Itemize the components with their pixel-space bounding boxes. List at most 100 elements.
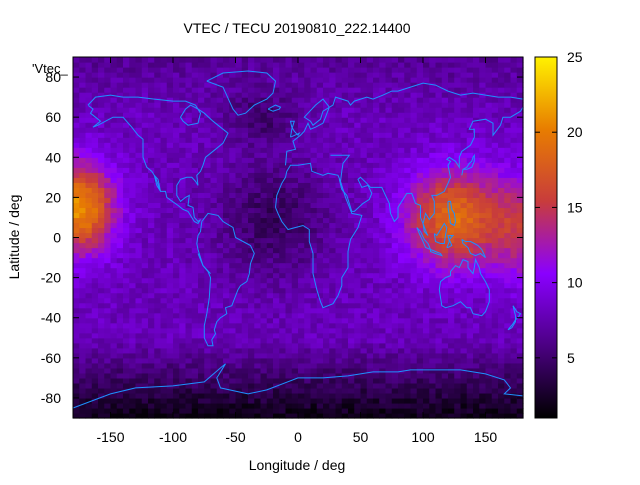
heatmap-cell xyxy=(304,142,312,148)
heatmap-cell xyxy=(210,82,218,88)
heatmap-cell xyxy=(179,292,187,299)
heatmap-cell xyxy=(191,287,199,294)
heatmap-cell xyxy=(304,167,312,173)
heatmap-cell xyxy=(323,142,330,148)
heatmap-cell xyxy=(266,402,274,409)
heatmap-cell xyxy=(291,357,299,364)
heatmap-cell xyxy=(229,247,237,254)
heatmap-cell xyxy=(410,137,418,143)
heatmap-cell xyxy=(123,67,130,73)
heatmap-cell xyxy=(423,347,430,354)
heatmap-cell xyxy=(110,257,118,264)
heatmap-cell xyxy=(491,177,499,183)
heatmap-cell xyxy=(173,162,180,168)
heatmap-cell xyxy=(360,157,368,163)
heatmap-cell xyxy=(116,362,124,369)
heatmap-cell xyxy=(110,112,118,118)
heatmap-cell xyxy=(260,72,268,78)
heatmap-cell xyxy=(116,292,124,299)
heatmap-cell xyxy=(448,107,455,113)
heatmap-cell xyxy=(141,207,149,214)
heatmap-cell xyxy=(285,252,293,259)
heatmap-cell xyxy=(404,237,412,244)
heatmap-cell xyxy=(323,172,330,178)
heatmap-cell xyxy=(73,377,80,384)
heatmap-cell xyxy=(360,77,368,83)
heatmap-cell xyxy=(385,372,393,379)
heatmap-cell xyxy=(173,77,180,83)
heatmap-cell xyxy=(73,312,80,319)
heatmap-cell xyxy=(79,392,87,399)
heatmap-cell xyxy=(85,112,93,118)
heatmap-cell xyxy=(479,372,487,379)
heatmap-cell xyxy=(135,142,143,148)
heatmap-cell xyxy=(291,342,299,349)
heatmap-cell xyxy=(116,387,124,394)
heatmap-cell xyxy=(416,182,424,188)
heatmap-cell xyxy=(504,202,512,209)
heatmap-cell xyxy=(104,222,112,229)
heatmap-cell xyxy=(210,157,218,163)
heatmap-cell xyxy=(310,327,318,334)
heatmap-cell xyxy=(398,217,405,224)
heatmap-cell xyxy=(516,167,524,173)
heatmap-cell xyxy=(391,182,399,188)
heatmap-cell xyxy=(216,152,224,158)
heatmap-cell xyxy=(210,102,218,108)
heatmap-cell xyxy=(248,137,255,143)
heatmap-cell xyxy=(404,122,412,128)
heatmap-cell xyxy=(141,222,149,229)
heatmap-cell xyxy=(123,97,130,103)
heatmap-cell xyxy=(454,262,462,269)
heatmap-cell xyxy=(235,162,243,168)
heatmap-cell xyxy=(79,247,87,254)
heatmap-cell xyxy=(129,67,137,73)
heatmap-cell xyxy=(123,357,130,364)
heatmap-cell xyxy=(485,202,493,209)
heatmap-cell xyxy=(504,247,512,254)
heatmap-cell xyxy=(235,292,243,299)
heatmap-cell xyxy=(491,132,499,138)
heatmap-cell xyxy=(341,292,349,299)
heatmap-cell xyxy=(229,217,237,224)
heatmap-cell xyxy=(154,242,162,249)
heatmap-cell xyxy=(179,202,187,209)
heatmap-cell xyxy=(123,287,130,294)
heatmap-cell xyxy=(241,387,249,394)
heatmap-cell xyxy=(210,392,218,399)
heatmap-cell xyxy=(241,187,249,193)
heatmap-cell xyxy=(498,252,505,259)
heatmap-cell xyxy=(404,157,412,163)
heatmap-cell xyxy=(266,287,274,294)
heatmap-cell xyxy=(479,307,487,314)
heatmap-cell xyxy=(135,372,143,379)
heatmap-cell xyxy=(241,307,249,314)
heatmap-cell xyxy=(73,117,80,123)
heatmap-cell xyxy=(460,402,468,409)
heatmap-cell xyxy=(260,277,268,284)
heatmap-cell xyxy=(460,137,468,143)
heatmap-cell xyxy=(204,317,212,324)
heatmap-cell xyxy=(491,397,499,404)
heatmap-cell xyxy=(435,267,443,274)
heatmap-cell xyxy=(441,137,449,143)
heatmap-cell xyxy=(91,137,99,143)
heatmap-cell xyxy=(510,107,518,113)
heatmap-cell xyxy=(385,157,393,163)
heatmap-cell xyxy=(441,207,449,214)
heatmap-cell xyxy=(185,412,193,419)
heatmap-cell xyxy=(498,157,505,163)
heatmap-cell xyxy=(304,262,312,269)
heatmap-cell xyxy=(279,277,287,284)
heatmap-cell xyxy=(235,237,243,244)
heatmap-cell xyxy=(166,292,174,299)
heatmap-cell xyxy=(304,237,312,244)
heatmap-cell xyxy=(335,277,343,284)
heatmap-cell xyxy=(435,352,443,359)
heatmap-cell xyxy=(79,157,87,163)
heatmap-cell xyxy=(404,297,412,304)
heatmap-cell xyxy=(223,122,230,128)
heatmap-cell xyxy=(373,172,380,178)
heatmap-cell xyxy=(154,197,162,203)
heatmap-cell xyxy=(123,307,130,314)
